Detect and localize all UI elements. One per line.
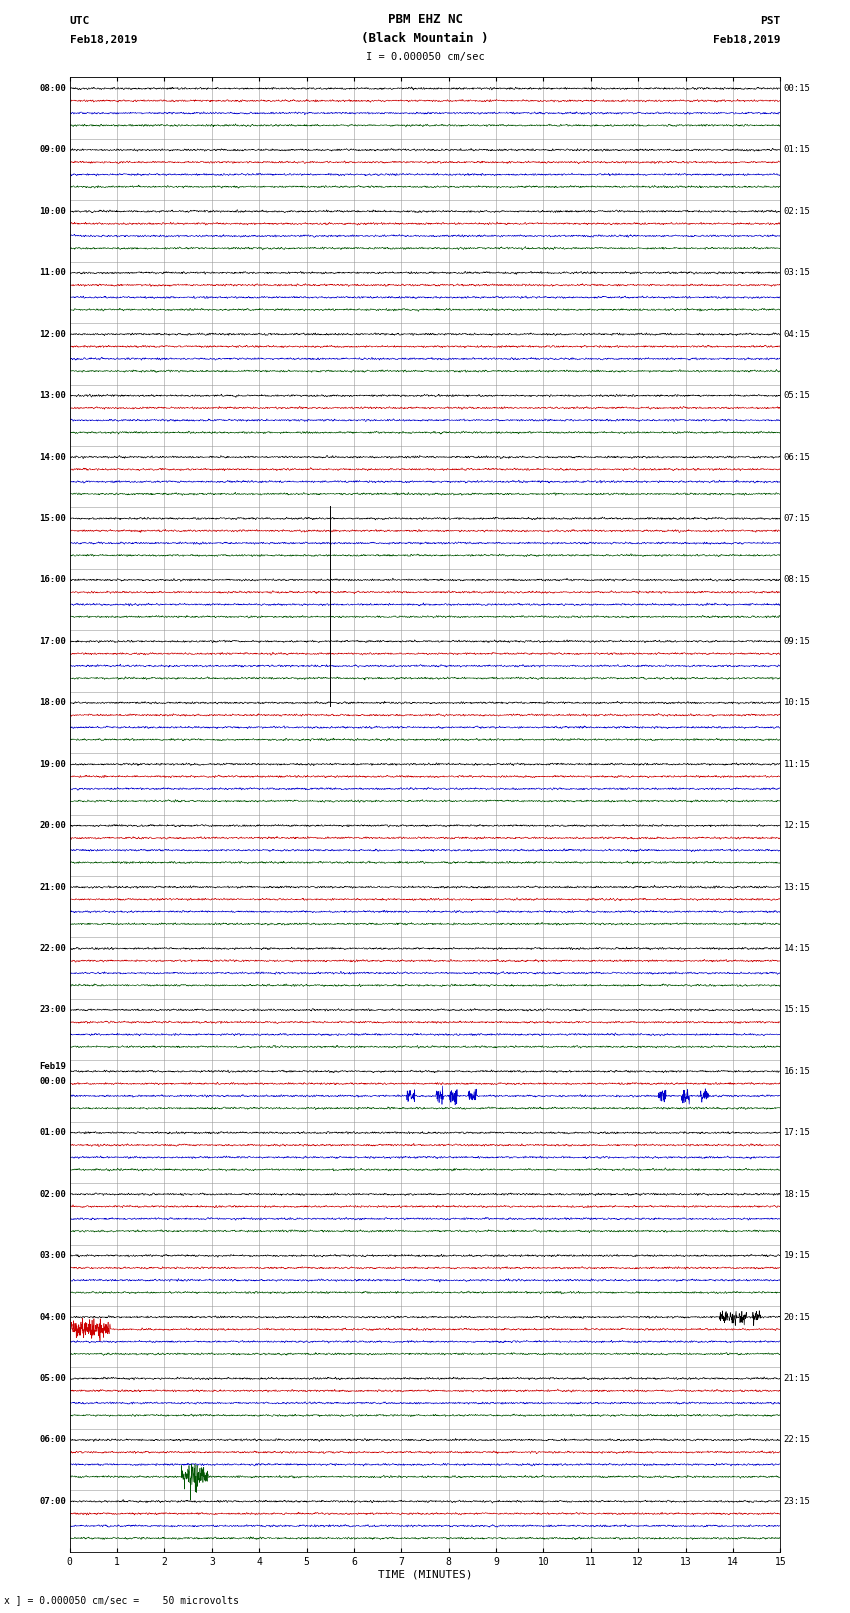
- Text: 18:15: 18:15: [784, 1190, 811, 1198]
- Text: 13:15: 13:15: [784, 882, 811, 892]
- Text: 00:00: 00:00: [39, 1076, 66, 1086]
- Text: 02:15: 02:15: [784, 206, 811, 216]
- Text: UTC: UTC: [70, 16, 90, 26]
- Text: 04:00: 04:00: [39, 1313, 66, 1321]
- Text: 00:15: 00:15: [784, 84, 811, 94]
- Text: 19:00: 19:00: [39, 760, 66, 769]
- Text: 20:00: 20:00: [39, 821, 66, 831]
- Text: 07:00: 07:00: [39, 1497, 66, 1507]
- Text: 11:15: 11:15: [784, 760, 811, 769]
- Text: 10:00: 10:00: [39, 206, 66, 216]
- Text: 07:15: 07:15: [784, 515, 811, 523]
- Text: 23:00: 23:00: [39, 1005, 66, 1015]
- Text: Feb19: Feb19: [39, 1061, 66, 1071]
- Text: 17:00: 17:00: [39, 637, 66, 645]
- Text: 01:15: 01:15: [784, 145, 811, 155]
- Text: (Black Mountain ): (Black Mountain ): [361, 32, 489, 45]
- Text: 03:00: 03:00: [39, 1252, 66, 1260]
- Text: 20:15: 20:15: [784, 1313, 811, 1321]
- Text: 08:15: 08:15: [784, 576, 811, 584]
- Text: 10:15: 10:15: [784, 698, 811, 706]
- Text: 03:15: 03:15: [784, 268, 811, 277]
- Text: 16:15: 16:15: [784, 1066, 811, 1076]
- Text: 06:15: 06:15: [784, 453, 811, 461]
- Text: 11:00: 11:00: [39, 268, 66, 277]
- Text: 01:00: 01:00: [39, 1127, 66, 1137]
- X-axis label: TIME (MINUTES): TIME (MINUTES): [377, 1569, 473, 1579]
- Text: 18:00: 18:00: [39, 698, 66, 706]
- Text: 21:15: 21:15: [784, 1374, 811, 1382]
- Text: 17:15: 17:15: [784, 1127, 811, 1137]
- Text: Feb18,2019: Feb18,2019: [70, 35, 137, 45]
- Text: 05:15: 05:15: [784, 390, 811, 400]
- Text: I = 0.000050 cm/sec: I = 0.000050 cm/sec: [366, 52, 484, 61]
- Text: 09:00: 09:00: [39, 145, 66, 155]
- Text: x ] = 0.000050 cm/sec =    50 microvolts: x ] = 0.000050 cm/sec = 50 microvolts: [4, 1595, 239, 1605]
- Text: PST: PST: [760, 16, 780, 26]
- Text: 13:00: 13:00: [39, 390, 66, 400]
- Text: 21:00: 21:00: [39, 882, 66, 892]
- Text: 08:00: 08:00: [39, 84, 66, 94]
- Text: 14:15: 14:15: [784, 944, 811, 953]
- Text: 19:15: 19:15: [784, 1252, 811, 1260]
- Text: 15:15: 15:15: [784, 1005, 811, 1015]
- Text: 16:00: 16:00: [39, 576, 66, 584]
- Text: 05:00: 05:00: [39, 1374, 66, 1382]
- Text: 04:15: 04:15: [784, 329, 811, 339]
- Text: PBM EHZ NC: PBM EHZ NC: [388, 13, 462, 26]
- Text: 02:00: 02:00: [39, 1190, 66, 1198]
- Text: 12:15: 12:15: [784, 821, 811, 831]
- Text: 12:00: 12:00: [39, 329, 66, 339]
- Text: 23:15: 23:15: [784, 1497, 811, 1507]
- Text: 15:00: 15:00: [39, 515, 66, 523]
- Text: 09:15: 09:15: [784, 637, 811, 645]
- Text: 06:00: 06:00: [39, 1436, 66, 1444]
- Text: 14:00: 14:00: [39, 453, 66, 461]
- Text: 22:00: 22:00: [39, 944, 66, 953]
- Text: Feb18,2019: Feb18,2019: [713, 35, 780, 45]
- Text: 22:15: 22:15: [784, 1436, 811, 1444]
